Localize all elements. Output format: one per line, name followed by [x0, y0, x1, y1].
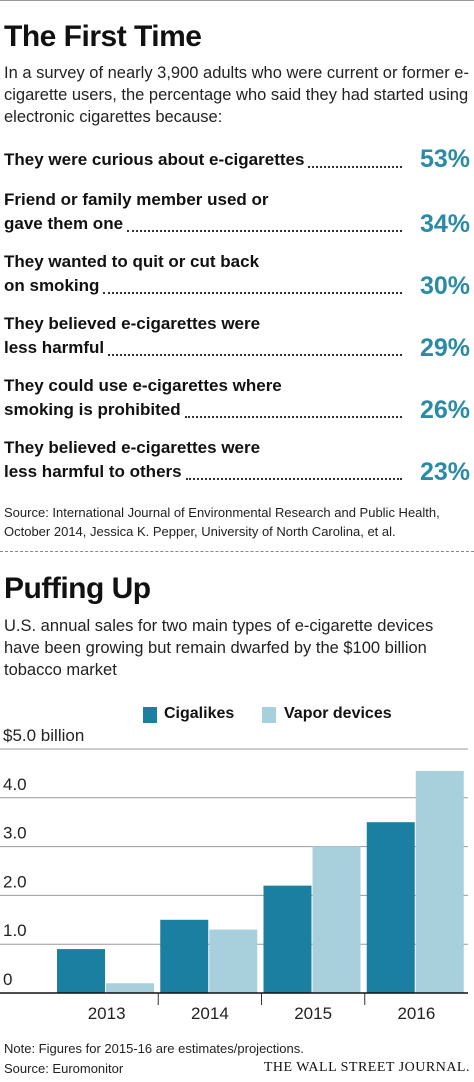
survey-row-line1: They believed e-cigarettes were	[4, 314, 261, 333]
survey-row-line2: less harmful	[4, 338, 105, 357]
survey-intro: In a survey of nearly 3,900 adults who w…	[4, 64, 469, 126]
survey-row-label: Friend or family member used or gave them…	[4, 188, 404, 236]
bar-cigalikes-2016	[366, 822, 415, 993]
y-tick-label: 4.0	[3, 775, 27, 794]
y-tick-label: 3.0	[3, 824, 27, 843]
y-tick-label: $5.0 billion	[3, 726, 84, 745]
dot-leader	[108, 354, 402, 356]
x-tick-label: 2013	[88, 1004, 126, 1023]
survey-source: Source: International Journal of Environ…	[4, 505, 440, 539]
survey-row-line1: They could use e-cigarettes where	[4, 376, 282, 395]
sales-intro: U.S. annual sales for two main types of …	[4, 617, 434, 679]
chart-source: Source: Euromonitor	[4, 1061, 124, 1076]
survey-row-line1: They wanted to quit or cut back	[4, 252, 260, 271]
survey-row-label: They were curious about e-cigarettes	[4, 148, 404, 172]
survey-row-percent: 53%	[419, 145, 470, 173]
survey-row-line1: They believed e-cigarettes were	[4, 438, 261, 457]
survey-row: They were curious about e-cigarettes 53%	[4, 145, 470, 200]
bar-cigalikes-2015	[263, 885, 312, 993]
legend-swatch-vapor	[262, 707, 276, 723]
survey-row: They believed e-cigarettes were less harm…	[4, 312, 470, 364]
survey-row-percent: 23%	[419, 458, 470, 486]
x-tick-label: 2015	[294, 1004, 332, 1023]
dot-leader	[308, 166, 402, 168]
x-tick-label: 2016	[397, 1004, 435, 1023]
y-tick-label: 1.0	[3, 921, 27, 940]
survey-row: They believed e-cigarettes were less harm…	[4, 436, 470, 488]
survey-row-percent: 30%	[419, 272, 470, 300]
bar-vapor-2016	[415, 770, 464, 993]
dot-leader	[186, 478, 402, 480]
y-tick-label: 2.0	[3, 872, 27, 891]
survey-row-line1: Friend or family member used or	[4, 190, 269, 209]
chart-note: Note: Figures for 2015-16 are estimates/…	[4, 1041, 304, 1056]
sales-title: Puffing Up	[4, 572, 151, 605]
dot-leader	[103, 292, 402, 294]
bar-vapor-2015	[312, 846, 361, 993]
survey-row-line1: They were curious about e-cigarettes	[4, 150, 305, 169]
survey-row-line2: less harmful to others	[4, 462, 182, 481]
survey-row-label: They believed e-cigarettes were less harm…	[4, 312, 404, 360]
bar-cigalikes-2013	[57, 949, 105, 993]
survey-row-label: They wanted to quit or cut back on smokin…	[4, 250, 404, 298]
bar-vapor-2014	[209, 929, 258, 993]
bar-vapor-2013	[106, 983, 154, 993]
legend-swatch-cigalikes	[143, 707, 157, 723]
survey-row-line2: gave them one	[4, 214, 124, 233]
survey-row-percent: 26%	[419, 396, 470, 424]
dot-leader	[185, 416, 402, 418]
dot-leader	[127, 230, 402, 232]
survey-row-line2: on smoking	[4, 276, 100, 295]
top-rule	[0, 0, 474, 1]
x-tick-label: 2014	[191, 1004, 229, 1023]
survey-row-label: They believed e-cigarettes were less harm…	[4, 436, 404, 484]
survey-row: They wanted to quit or cut back on smokin…	[4, 250, 470, 302]
survey-row-line2: smoking is prohibited	[4, 400, 181, 419]
survey-row-percent: 34%	[419, 210, 470, 238]
survey-row: They could use e-cigarettes where smoking…	[4, 374, 470, 426]
survey-row-label: They could use e-cigarettes where smoking…	[4, 374, 404, 422]
wsj-credit: THE WALL STREET JOURNAL.	[263, 1060, 470, 1075]
legend-label-cigalikes: Cigalikes	[164, 705, 235, 722]
legend-label-vapor: Vapor devices	[284, 705, 392, 722]
survey-title: The First Time	[4, 20, 202, 53]
survey-row-percent: 29%	[419, 334, 470, 362]
y-tick-label: 0	[3, 970, 12, 989]
sales-bar-chart: 0 1.0 2.0 3.0 4.0 $5.0 billion 2013 2014 2015 201…	[0, 726, 468, 1023]
section-divider	[0, 551, 474, 552]
survey-row: Friend or family member used or gave them…	[4, 188, 470, 240]
bar-cigalikes-2014	[160, 919, 209, 993]
